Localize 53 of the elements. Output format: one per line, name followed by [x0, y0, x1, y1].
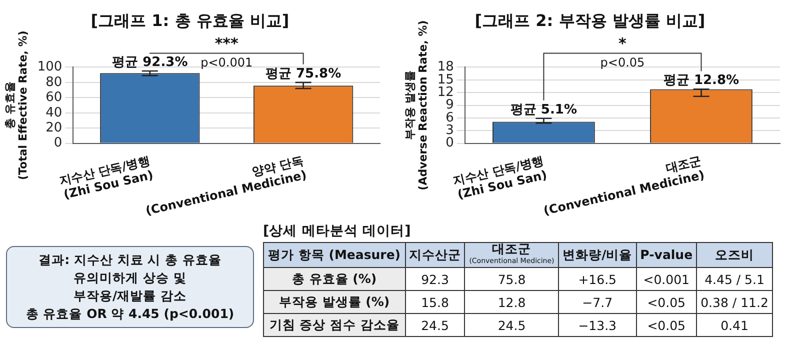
text: 75.8 [498, 272, 526, 286]
category-label: 부작용 발생률 (%) [278, 294, 390, 308]
y-axis-title: 총 유효율 (Total Effective Rate, %) [3, 30, 30, 180]
text: [상세 메타분석 데이터] [263, 222, 412, 240]
text: 24.5 [421, 318, 449, 332]
text: 12.8 [498, 294, 526, 310]
text: 15.8 [421, 294, 449, 310]
annotation: p<0.05 [600, 55, 645, 70]
text: −13.3 [578, 318, 616, 332]
data-label: 평균 75.8% [265, 66, 342, 82]
category-label: 변화량/비율 [562, 247, 633, 262]
text: 부작용/재발률 감소 [74, 287, 186, 305]
y-tick-label: 3 [446, 123, 454, 138]
y-tick-label: 100 [37, 60, 62, 75]
text: 총 유효율 OR 약 4.45 (p<0.001) [26, 305, 234, 323]
category-label: 기침 증상 점수 감소율 [269, 316, 400, 332]
y-tick-label: 40 [46, 105, 62, 120]
text: 92.3 [421, 272, 449, 286]
y-tick-label: 0 [54, 136, 62, 151]
y-tick-label: 6 [446, 110, 454, 126]
text: <0.001 [643, 272, 690, 286]
y-tick-label: 0 [446, 136, 454, 151]
text: *** [214, 34, 239, 53]
text: 24.5 [498, 318, 526, 332]
text: 0.41 [720, 318, 748, 332]
category-label: 지수산군 [408, 247, 462, 262]
text: 4.45 / 5.1 [704, 272, 764, 286]
text: −7.7 [582, 294, 613, 310]
y-tick-label: 9 [446, 98, 454, 113]
text: 0.38 / 11.2 [700, 294, 768, 310]
data-label: 평균 12.8% [663, 73, 740, 88]
text: 유의미하게 상승 및 [74, 269, 186, 287]
data-label: 평균 5.1% [510, 102, 578, 118]
text: +16.5 [578, 272, 616, 286]
y-axis-title: 부작용 발생률 (Adverse Reaction Rate, %) [403, 20, 430, 190]
text: 결과: 지수산 치료 시 총 유효율 [38, 251, 222, 269]
chart-title: [그래프 1: 총 유효율 비교] [90, 10, 290, 30]
chart-title: [그래프 2: 부작용 발생률 비교] [474, 10, 706, 30]
text: * [618, 34, 627, 53]
category-label: 총 유효율 (%) [292, 270, 377, 286]
y-tick-label: 12 [437, 84, 454, 100]
category-label: P-value [640, 247, 693, 262]
y-tick-label: 18 [437, 60, 454, 75]
y-tick-label: 60 [46, 90, 62, 106]
category-label: 오즈비 [714, 247, 755, 262]
y-tick-label: 15 [437, 72, 454, 88]
y-tick-label: 20 [46, 120, 62, 136]
text: <0.05 [647, 318, 686, 332]
text: <0.05 [647, 294, 686, 310]
data-label: 평균 92.3% [112, 54, 188, 70]
y-tick-label: 80 [46, 74, 62, 90]
category-label: 평가 항목 (Measure) [267, 247, 402, 262]
annotation: p<0.001 [200, 55, 253, 70]
